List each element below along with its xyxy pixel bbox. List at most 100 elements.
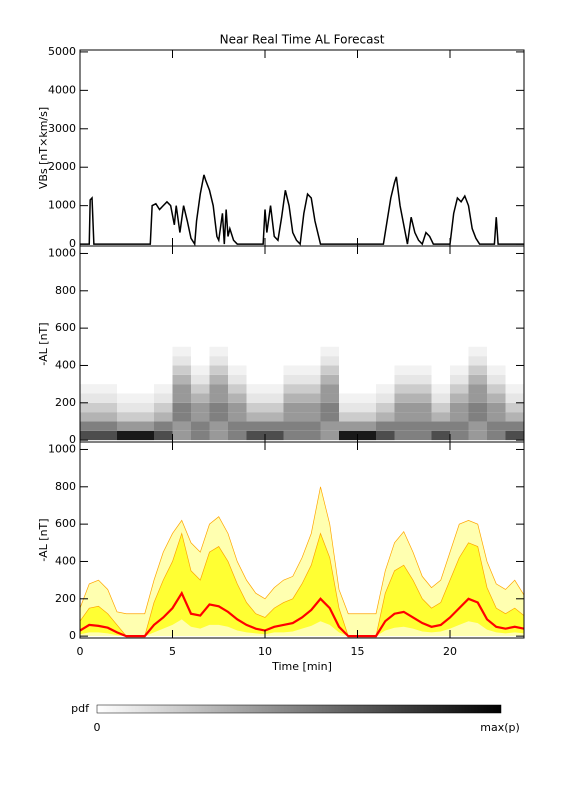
pdf-cell <box>191 346 210 357</box>
pdf-cell <box>394 393 413 403</box>
pdf-cell <box>302 384 321 394</box>
pdf-cell <box>505 384 524 394</box>
pdf-cell <box>154 430 173 441</box>
pdf-cell <box>376 430 395 441</box>
pdf-cell <box>265 384 284 394</box>
pdf-cell <box>265 430 284 441</box>
pdf-cell <box>468 346 487 357</box>
pdf-cell <box>117 346 136 357</box>
pdf-cell <box>468 384 487 394</box>
pdf-cell <box>283 393 302 403</box>
y-tick-label: 0 <box>69 433 76 446</box>
panel-frame <box>79 441 525 639</box>
pdf-cell <box>283 421 302 431</box>
pdf-cell <box>117 402 136 413</box>
pdf-cell <box>357 365 376 375</box>
y-tick-label: 1000 <box>48 442 76 455</box>
pdf-cell <box>357 356 376 366</box>
pdf-cell <box>135 384 154 394</box>
y-tick-label: 5000 <box>48 45 76 58</box>
pdf-cell <box>468 365 487 375</box>
pdf-cell <box>246 402 265 413</box>
pdf-cell <box>209 402 228 413</box>
y-tick-label: 3000 <box>48 122 76 135</box>
pdf-cell <box>246 374 265 385</box>
pdf-cell <box>431 421 450 431</box>
pdf-cell <box>172 393 191 403</box>
pdf-cell <box>413 393 432 403</box>
pdf-cell <box>117 365 136 375</box>
y-tick-label: 0 <box>69 629 76 642</box>
pdf-cell <box>450 402 469 413</box>
pdf-cell <box>172 346 191 357</box>
pdf-cell <box>357 402 376 413</box>
pdf-cell <box>172 412 191 422</box>
y-axis-label: VBs [nT×km/s] <box>37 107 50 189</box>
pdf-cell <box>246 346 265 357</box>
pdf-cell <box>431 346 450 357</box>
pdf-cell <box>135 430 154 441</box>
x-tick-label: 0 <box>77 645 84 658</box>
pdf-cell <box>154 412 173 422</box>
y-tick-label: 4000 <box>48 83 76 96</box>
pdf-cell <box>228 346 247 357</box>
pdf-cell <box>135 365 154 375</box>
panel: 0 200 400 600 800 1000 -AL [nT] <box>37 245 525 446</box>
pdf-cell <box>450 374 469 385</box>
pdf-cell <box>172 402 191 413</box>
pdf-cell <box>98 393 117 403</box>
pdf-cell <box>154 402 173 413</box>
pdf-cell <box>376 412 395 422</box>
y-tick-label: 400 <box>55 358 76 371</box>
pdf-cell <box>376 356 395 366</box>
pdf-cell <box>135 356 154 366</box>
pdf-cell <box>450 421 469 431</box>
pdf-cell <box>283 374 302 385</box>
pdf-cell <box>80 356 99 366</box>
pdf-cell <box>468 374 487 385</box>
pdf-cell <box>228 384 247 394</box>
pdf-cell <box>80 365 99 375</box>
pdf-cell <box>80 393 99 403</box>
pdf-cell <box>487 346 506 357</box>
pdf-cell <box>487 365 506 375</box>
pdf-cell <box>98 384 117 394</box>
pdf-cell <box>320 365 339 375</box>
pdf-cell <box>117 421 136 431</box>
pdf-cell <box>357 393 376 403</box>
pdf-cell <box>191 384 210 394</box>
pdf-cell <box>431 430 450 441</box>
y-axis-label: -AL [nT] <box>37 518 50 561</box>
pdf-cell <box>505 365 524 375</box>
pdf-cell <box>413 412 432 422</box>
pdf-cell <box>228 402 247 413</box>
x-tick-label: 10 <box>258 645 272 658</box>
y-tick-label: 400 <box>55 554 76 567</box>
pdf-cell <box>431 374 450 385</box>
pdf-cell <box>357 412 376 422</box>
colorbar-min: 0 <box>94 721 101 734</box>
pdf-cell <box>339 365 358 375</box>
pdf-cell <box>135 421 154 431</box>
y-tick-label: 800 <box>55 284 76 297</box>
y-tick-label: 1000 <box>48 246 76 259</box>
pdf-cell <box>394 356 413 366</box>
pdf-cell <box>191 393 210 403</box>
pdf-cell <box>357 346 376 357</box>
pdf-cell <box>228 421 247 431</box>
pdf-cell <box>191 402 210 413</box>
pdf-cell <box>246 365 265 375</box>
pdf-cell <box>302 393 321 403</box>
pdf-cell <box>505 402 524 413</box>
inner-edge <box>79 532 525 637</box>
pdf-cell <box>246 412 265 422</box>
pdf-cell <box>339 374 358 385</box>
pdf-cell <box>98 412 117 422</box>
pdf-cell <box>154 374 173 385</box>
pdf-cell <box>450 384 469 394</box>
pdf-cell <box>80 412 99 422</box>
pdf-cell <box>394 374 413 385</box>
pdf-cell <box>265 393 284 403</box>
pdf-cell <box>505 430 524 441</box>
pdf-cell <box>431 365 450 375</box>
